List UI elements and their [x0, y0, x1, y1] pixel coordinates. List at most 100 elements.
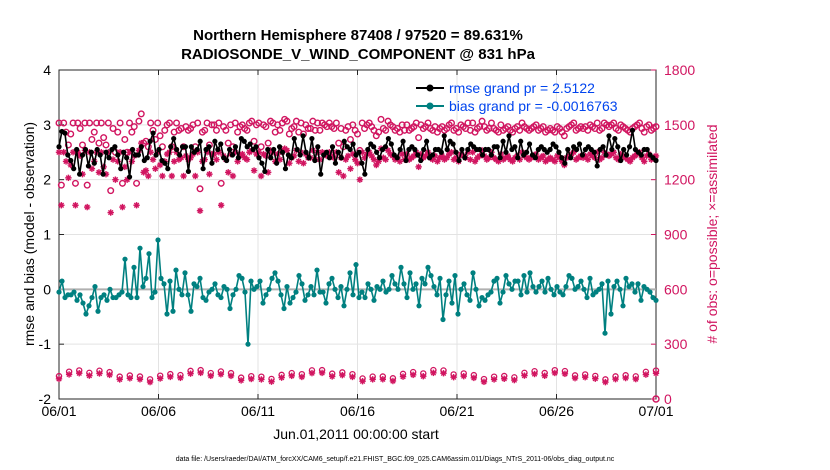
assimilated-obs-marker-stroke [60, 149, 67, 155]
bias-point [533, 289, 539, 295]
assimilated-obs-marker-stroke [410, 372, 416, 378]
assimilated-obs-marker [196, 207, 204, 214]
rmse-point [335, 149, 341, 155]
possible-obs-marker [83, 181, 91, 189]
bias-point [362, 294, 368, 301]
possible-obs-marker [161, 126, 169, 134]
assimilated-obs-marker-stroke [552, 370, 558, 376]
bias-point [149, 294, 155, 301]
bias-point [518, 292, 524, 298]
assimilated-obs-marker-stroke [345, 153, 351, 159]
rmse-point [365, 146, 371, 153]
bias-point [380, 278, 386, 284]
rmse-point [429, 152, 436, 158]
rmse-point [603, 152, 609, 158]
assimilated-obs-marker-stroke [368, 153, 375, 159]
assimilated-obs-marker-stroke [218, 371, 224, 377]
bias-point [275, 278, 281, 284]
possible-obs-marker [88, 135, 96, 143]
assimilated-obs-marker [450, 373, 457, 381]
assimilated-obs-marker-stroke [481, 379, 487, 385]
x-tick-label: 06/16 [340, 403, 375, 419]
assimilated-obs-marker-stroke [284, 147, 290, 154]
rmse-point [138, 144, 144, 150]
possible-obs-marker [346, 135, 354, 143]
bias-point [539, 278, 545, 284]
assimilated-obs-marker-stroke [86, 372, 93, 379]
assimilated-obs-marker-stroke [415, 164, 422, 170]
bias-point [119, 289, 125, 295]
bias-point [197, 275, 203, 281]
assimilated-obs-marker [430, 369, 437, 377]
rmse-point [112, 144, 118, 150]
rmse-point [194, 146, 200, 153]
rmse-point [553, 144, 559, 150]
assimilated-obs-marker [359, 378, 366, 385]
assimilated-obs-marker-stroke [157, 375, 163, 382]
assimilated-obs-marker [521, 372, 528, 379]
bias-point [536, 283, 542, 290]
assimilated-obs-marker [509, 158, 516, 165]
rmse-point [621, 146, 627, 153]
assimilated-obs-marker [60, 149, 67, 156]
assimilated-obs-marker [248, 375, 255, 383]
right-y-axis-label: # of obs: o=possible; ×=assimilated [704, 124, 720, 343]
chart-title-line-2: RADIOSONDE_V_WIND_COMPONENT @ 831 hPa [181, 46, 536, 63]
assimilated-obs-marker [598, 154, 606, 161]
assimilated-obs-marker-stroke [96, 169, 102, 176]
rmse-point [562, 160, 568, 166]
rmse-point [500, 138, 506, 144]
bias-point [452, 273, 458, 279]
assimilated-obs-marker [551, 369, 559, 377]
bias-point [356, 294, 362, 301]
bias-point [299, 281, 305, 287]
legend-bias-label: bias grand pr = -0.0016763 [449, 98, 618, 114]
rmse-point [315, 144, 321, 150]
bias-point [224, 286, 230, 292]
bias-point [611, 283, 617, 290]
bias-point [422, 281, 428, 287]
assimilated-obs-marker-stroke [602, 379, 609, 385]
assimilated-obs-marker [217, 202, 225, 209]
possible-obs-marker [497, 121, 505, 129]
x-tick-label: 07/01 [638, 403, 673, 419]
rmse-point [579, 152, 586, 158]
bias-point [632, 289, 638, 295]
x-axis-label: Jun.01,2011 00:00:00 start [273, 426, 439, 442]
right-tick-label: 1200 [664, 172, 695, 188]
rmse-point [271, 146, 277, 153]
right-tick-label: 0 [664, 391, 672, 407]
rmse-point [212, 138, 218, 144]
possible-obs-marker [516, 126, 524, 134]
rmse-point [385, 135, 391, 142]
possible-obs-marker [116, 119, 124, 127]
possible-obs-marker [401, 126, 409, 134]
assimilated-obs-marker [469, 149, 476, 156]
assimilated-obs-marker [539, 152, 547, 160]
assimilated-obs-marker [511, 376, 518, 384]
assimilated-obs-marker [308, 369, 316, 377]
right-tick-label: 900 [664, 227, 688, 243]
assimilated-obs-marker-stroke [540, 153, 546, 159]
possible-obs-marker [93, 119, 101, 127]
bias-point [449, 300, 455, 306]
bias-point [602, 330, 608, 336]
assimilated-obs-marker [107, 209, 114, 216]
assimilated-obs-marker-stroke [177, 375, 184, 381]
bias-point [134, 294, 140, 301]
bias-point [476, 303, 482, 309]
possible-obs-marker [224, 139, 232, 147]
assimilated-obs-marker-stroke [420, 373, 427, 379]
assimilated-obs-marker [168, 172, 176, 180]
assimilated-obs-marker [146, 378, 154, 386]
rmse-point [653, 157, 659, 164]
assimilated-obs-marker [531, 370, 538, 378]
possible-obs-marker [86, 119, 94, 127]
assimilated-obs-marker-stroke [521, 372, 528, 379]
assimilated-obs-marker [187, 370, 194, 377]
rmse-point [441, 133, 447, 139]
bias-point [83, 311, 89, 317]
bias-point [461, 281, 467, 287]
bias-point [407, 270, 413, 276]
assimilated-obs-marker-stroke [248, 376, 254, 382]
